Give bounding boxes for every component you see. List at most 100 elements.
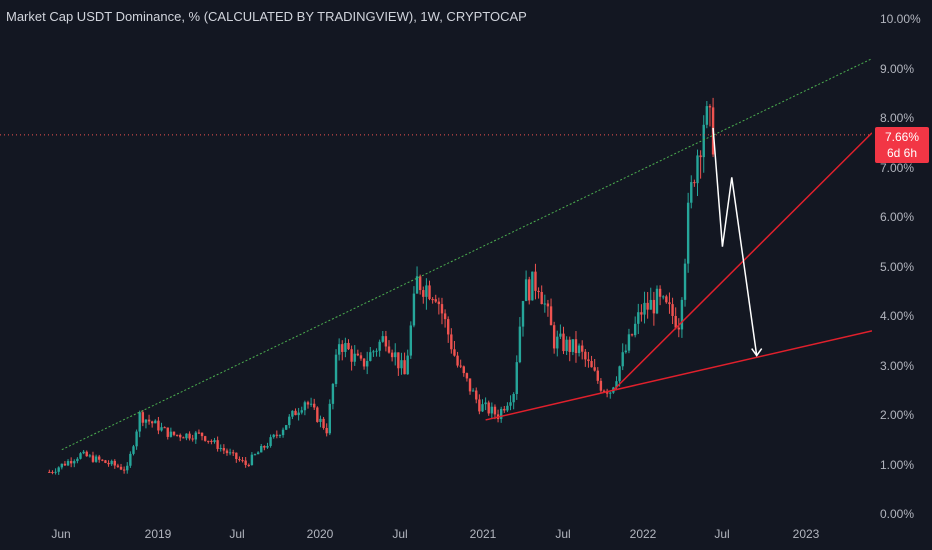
candle-body xyxy=(518,326,522,363)
candle-body xyxy=(621,352,624,367)
last-price-badge: 7.66% 6d 6h xyxy=(875,126,929,163)
candle-body xyxy=(440,304,444,314)
candle-body xyxy=(356,353,360,356)
candle-body xyxy=(406,355,409,375)
candle-body xyxy=(350,349,353,362)
candle-body xyxy=(462,366,465,374)
candle-body xyxy=(465,373,469,379)
candle-body xyxy=(266,445,269,448)
candle-body xyxy=(637,312,640,324)
candle-body xyxy=(306,402,310,405)
candle-body xyxy=(179,434,182,438)
y-tick-label: 10.00% xyxy=(880,12,921,26)
candle-body xyxy=(207,440,210,442)
candle-body xyxy=(147,419,151,422)
candle-body xyxy=(278,435,282,437)
candle-body xyxy=(241,460,244,462)
candle-body xyxy=(225,450,229,454)
candle-body xyxy=(640,312,643,315)
price-axis[interactable]: 10.00% 9.00% 8.00% 7.00% 6.00% 5.00% 4.00% 3.00… xyxy=(872,0,932,521)
candle-body xyxy=(76,458,79,462)
chart-area[interactable]: Market Cap USDT Dominance, % (CALCULATED… xyxy=(0,0,873,518)
candle-body xyxy=(372,351,375,353)
candle-body xyxy=(394,352,397,358)
candle-body xyxy=(113,460,116,466)
candle-body xyxy=(238,459,241,461)
candle-body xyxy=(57,467,60,472)
candle-body xyxy=(54,471,57,473)
candle-body xyxy=(244,460,247,465)
candle-body xyxy=(565,339,568,352)
candle-body xyxy=(300,410,303,413)
candle-body xyxy=(163,427,166,429)
candle-body xyxy=(633,323,637,336)
candle-body xyxy=(362,358,366,367)
candle-body xyxy=(256,452,260,455)
candle-body xyxy=(609,392,612,394)
candle-body xyxy=(708,106,712,108)
candle-body xyxy=(699,155,702,158)
candle-body xyxy=(110,460,113,465)
candle-body xyxy=(683,263,687,300)
candle-body xyxy=(481,404,484,412)
candle-body xyxy=(493,406,497,415)
candle-body xyxy=(434,299,437,302)
candle-body xyxy=(203,436,207,441)
candle-body xyxy=(658,288,662,297)
candle-body xyxy=(169,431,173,437)
candle-body xyxy=(415,276,419,294)
y-tick-label: 6.00% xyxy=(880,210,915,224)
rising-trendline xyxy=(612,132,873,391)
candle-body xyxy=(686,202,690,264)
candle-body xyxy=(499,408,503,419)
candle-body xyxy=(122,469,126,471)
y-tick-label: 3.00% xyxy=(880,358,915,373)
candle-body xyxy=(677,327,681,330)
candle-body xyxy=(328,403,331,434)
candle-body xyxy=(175,434,179,436)
candle-body xyxy=(309,403,313,405)
x-tick-label: 2019 xyxy=(144,527,172,541)
candle-body xyxy=(272,434,275,438)
candle-body xyxy=(297,412,300,416)
candle-body xyxy=(384,336,388,347)
x-tick-label: 2021 xyxy=(469,527,497,541)
candle-body xyxy=(453,349,456,356)
x-tick-label: Jul xyxy=(714,527,730,541)
y-tick-label: 7.00% xyxy=(880,160,915,175)
candle-body xyxy=(51,472,54,474)
candle-body xyxy=(534,271,537,291)
candle-body xyxy=(471,390,475,392)
x-tick-label: 2022 xyxy=(629,527,657,541)
candle-body xyxy=(587,359,590,362)
candle-body xyxy=(568,339,571,352)
candle-body xyxy=(459,365,462,367)
candle-body xyxy=(643,302,646,315)
candle-body xyxy=(313,403,316,408)
time-axis[interactable]: Jun 2019 Jul 2020 Jul 2021 Jul 2022 Jul 2023 xyxy=(0,518,872,550)
candle-body xyxy=(334,354,338,384)
candle-body xyxy=(590,361,593,368)
candle-body xyxy=(150,421,154,424)
candle-body xyxy=(231,452,235,454)
candle-body xyxy=(662,296,665,298)
x-tick-label: 2023 xyxy=(792,527,820,541)
candle-body xyxy=(291,410,294,417)
candle-body xyxy=(228,452,232,454)
candle-body xyxy=(157,420,160,431)
candle-body xyxy=(365,360,369,367)
candle-body xyxy=(509,402,512,406)
candle-body xyxy=(655,288,659,314)
candle-body xyxy=(646,302,649,310)
candle-body xyxy=(528,279,531,301)
candle-body xyxy=(431,299,434,301)
candle-body xyxy=(537,290,540,292)
candle-body xyxy=(397,352,400,369)
candle-body xyxy=(185,433,188,439)
bar-countdown: 6d 6h xyxy=(886,145,918,160)
candle-body xyxy=(649,299,652,310)
candle-body xyxy=(219,448,222,450)
upper-trendline xyxy=(61,58,873,451)
candle-body xyxy=(79,453,82,459)
candlestick-chart[interactable] xyxy=(0,0,873,518)
